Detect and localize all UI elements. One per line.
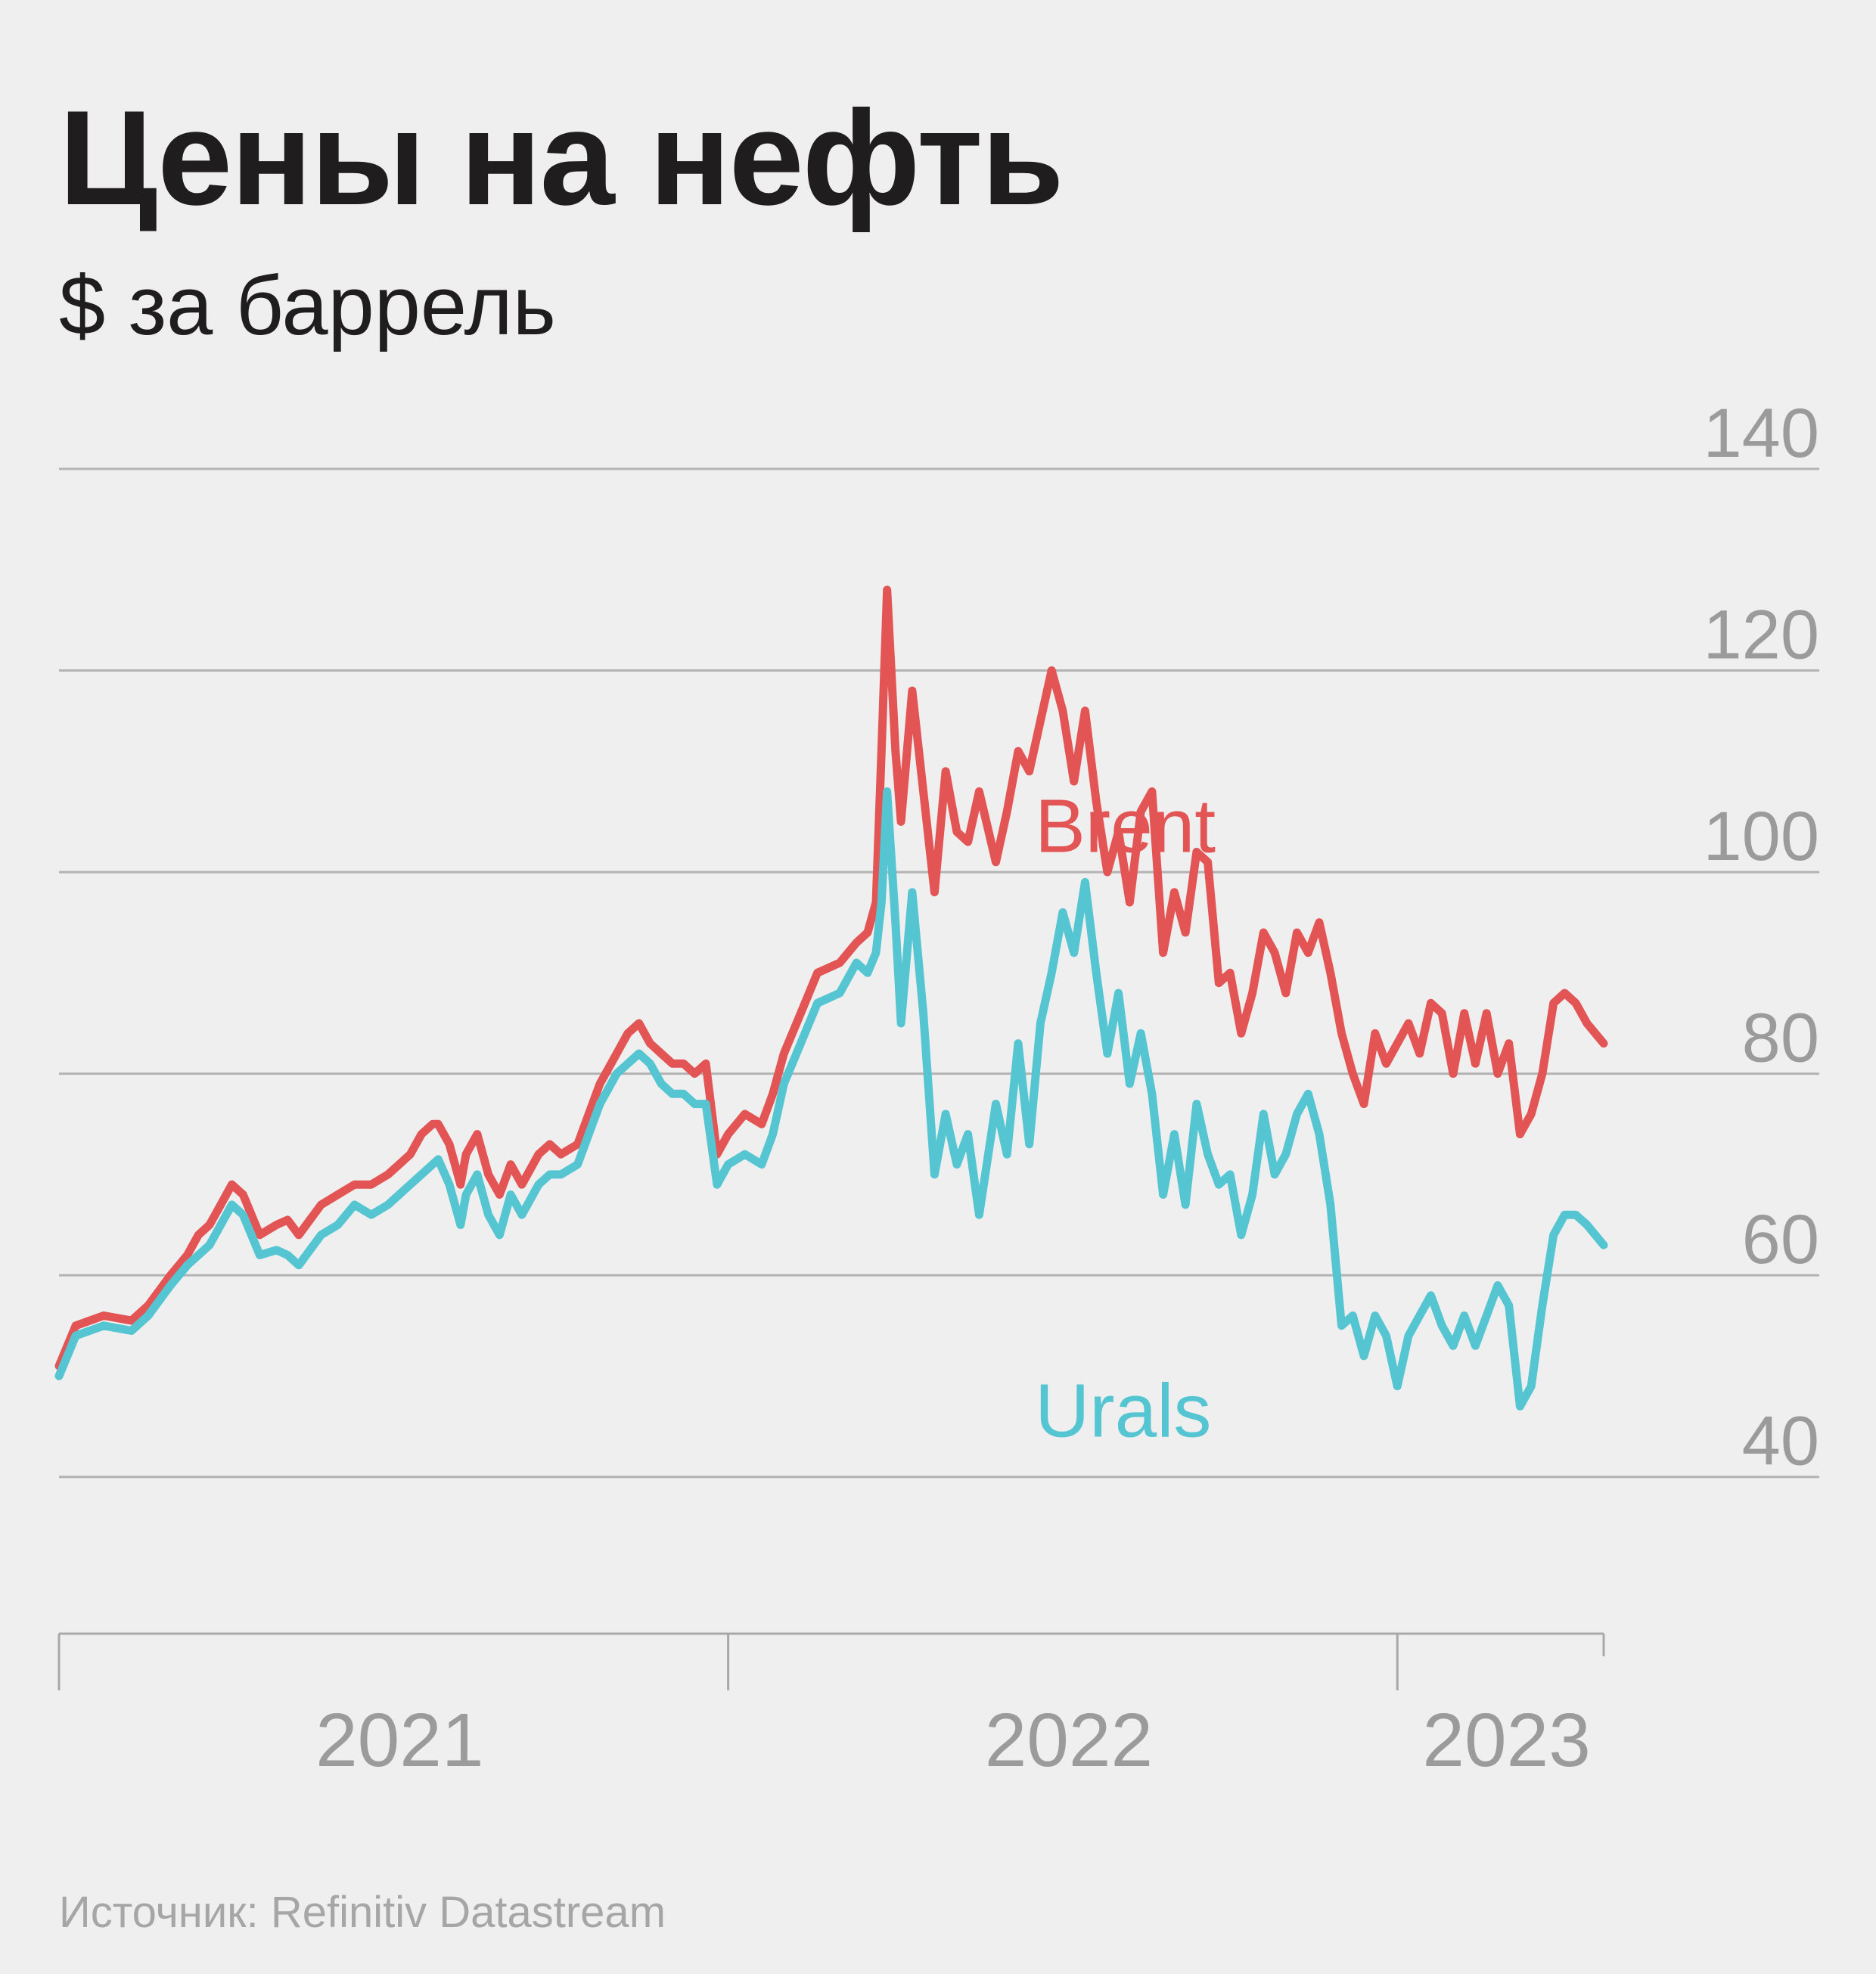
series-line-urals [54, 787, 1608, 1411]
y-tick-label: 80 [1742, 1000, 1819, 1077]
series-label-urals: Urals [1035, 1368, 1211, 1453]
y-tick-label: 60 [1742, 1201, 1819, 1278]
series-label-brent: Brent [1035, 784, 1216, 868]
x-period-label: 2023 [1422, 1698, 1590, 1783]
source-note: Источник: Refinitiv Datastream [59, 1888, 666, 1937]
y-tick-label: 140 [1704, 395, 1820, 472]
y-tick-label: 120 [1704, 597, 1820, 674]
y-tick-label: 40 [1742, 1403, 1819, 1480]
series-line-brent [54, 585, 1608, 1370]
x-period-label: 2021 [315, 1698, 483, 1783]
x-period-label: 2022 [985, 1698, 1153, 1783]
y-tick-label: 100 [1704, 798, 1820, 875]
chart-subtitle: $ за баррель [59, 259, 556, 352]
chart-title: Цены на нефть [59, 82, 1064, 233]
